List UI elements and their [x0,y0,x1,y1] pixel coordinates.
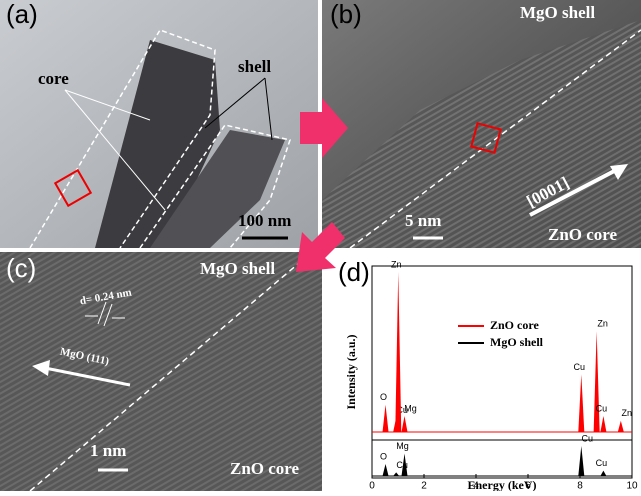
peak-label: Zn [597,319,608,329]
panel-label: (b) [330,0,362,29]
core-label: ZnO core [548,225,618,244]
panel-c: (c) MgO shell d= 0.24 nm MgO (111) 1 nm … [0,252,322,491]
peak-label: Zn [622,408,633,418]
peak-label: Cu [582,433,594,443]
panel-label: (c) [6,253,36,283]
peak-label: O [380,392,387,402]
x-tick-label: 6 [525,481,531,491]
legend-label: MgO shell [490,335,544,349]
scale-label: 100 nm [238,211,291,230]
peak-label: O [380,451,387,461]
x-tick-label: 0 [369,481,375,491]
shell-label: shell [238,57,271,76]
shell-label: MgO shell [200,259,275,278]
scale-label: 5 nm [405,211,441,230]
peak-label: Cu [596,403,608,413]
panel-label: (d) [338,257,370,287]
core-label: ZnO core [230,459,300,478]
panel-label: (a) [6,0,38,29]
legend-label: ZnO core [490,318,539,332]
figure: (a) core shell 100 nm (b) MgO shell [000… [0,0,641,491]
peak-label: Mg [404,403,417,413]
panel-b: (b) MgO shell [0001] 5 nm ZnO core [322,0,641,248]
core-label: core [38,69,69,88]
peak-label: Zn [391,259,402,269]
shell-label: MgO shell [520,3,595,22]
x-tick-label: 2 [421,481,427,491]
x-tick-label: 4 [473,481,479,491]
peak-label: Cu [574,362,586,372]
x-tick-label: 8 [577,481,583,491]
peak-label: Mg [396,441,409,451]
y-axis-label: Intensity (a.u.) [344,334,358,409]
peak-label: Cu [596,458,608,468]
x-tick-label: 10 [626,481,638,491]
panel-a: (a) core shell 100 nm [0,0,318,248]
scale-label: 1 nm [90,441,126,460]
